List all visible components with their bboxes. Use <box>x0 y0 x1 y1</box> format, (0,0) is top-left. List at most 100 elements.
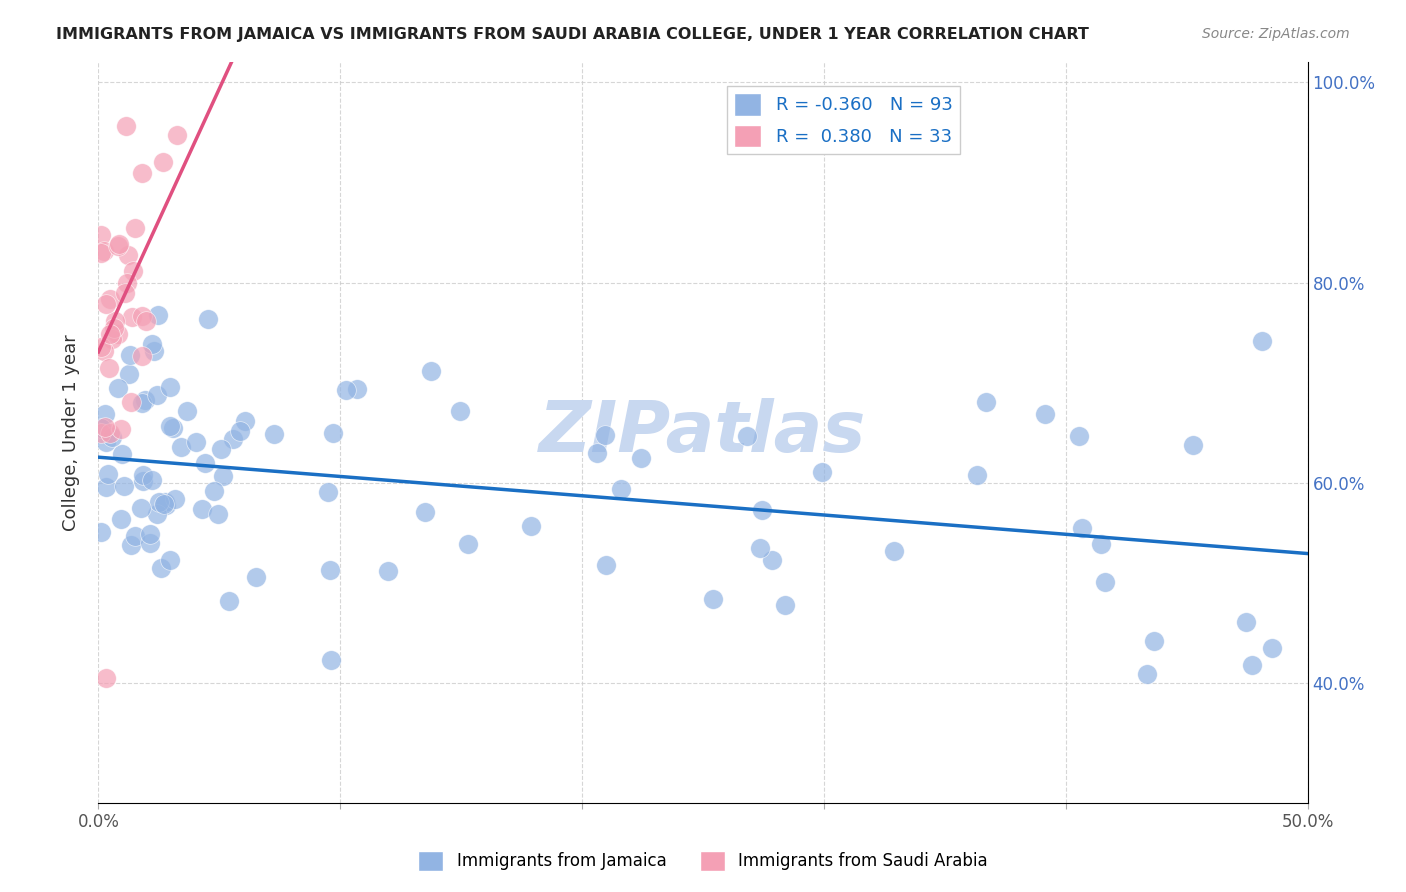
Point <box>197 311 219 326</box>
Legend: R = -0.360   N = 93, R =  0.380   N = 33: R = -0.360 N = 93, R = 0.380 N = 33 <box>727 87 960 153</box>
Point <box>159 552 181 566</box>
Point <box>595 427 617 442</box>
Point <box>377 564 399 578</box>
Point <box>98 425 121 440</box>
Point <box>101 332 124 346</box>
Point <box>1240 658 1263 673</box>
Point <box>110 422 132 436</box>
Point <box>1261 640 1284 655</box>
Point <box>1234 615 1257 629</box>
Point <box>103 321 125 335</box>
Point <box>1142 634 1164 648</box>
Point <box>449 404 471 418</box>
Point <box>316 485 339 500</box>
Point <box>519 518 541 533</box>
Point <box>90 524 112 539</box>
Point <box>335 383 357 397</box>
Point <box>184 435 207 450</box>
Point <box>139 536 162 550</box>
Point <box>90 425 112 440</box>
Point <box>94 297 117 311</box>
Point <box>145 388 167 402</box>
Point <box>90 227 112 242</box>
Point <box>94 435 117 450</box>
Point <box>735 429 758 443</box>
Point <box>207 507 229 521</box>
Point <box>94 671 117 685</box>
Point <box>107 239 129 253</box>
Point <box>1071 521 1094 535</box>
Point <box>146 308 169 322</box>
Point <box>148 495 170 509</box>
Point <box>586 445 609 459</box>
Point <box>112 479 135 493</box>
Point <box>141 473 163 487</box>
Point <box>176 404 198 418</box>
Point <box>111 447 134 461</box>
Point <box>124 221 146 235</box>
Y-axis label: College, Under 1 year: College, Under 1 year <box>62 334 80 531</box>
Point <box>761 552 783 566</box>
Point <box>191 502 214 516</box>
Point <box>104 314 127 328</box>
Point <box>107 327 129 342</box>
Point <box>107 237 129 252</box>
Point <box>775 599 797 613</box>
Point <box>90 340 112 354</box>
Point <box>110 512 132 526</box>
Point <box>1135 666 1157 681</box>
Point <box>152 496 174 510</box>
Point <box>121 310 143 325</box>
Point <box>131 166 153 180</box>
Point <box>194 456 217 470</box>
Point <box>159 379 181 393</box>
Point <box>233 413 256 427</box>
Point <box>98 327 121 342</box>
Text: ZIPatlas: ZIPatlas <box>540 398 866 467</box>
Point <box>145 507 167 521</box>
Point <box>1090 537 1112 551</box>
Point <box>1182 438 1205 452</box>
Point <box>322 426 344 441</box>
Point <box>169 440 191 454</box>
Point <box>141 336 163 351</box>
Point <box>595 558 617 573</box>
Point <box>93 344 115 359</box>
Point <box>413 506 436 520</box>
Point <box>263 427 285 442</box>
Point <box>162 421 184 435</box>
Point <box>966 468 988 483</box>
Point <box>98 361 121 376</box>
Point <box>117 248 139 262</box>
Point <box>90 421 112 435</box>
Point <box>143 344 166 359</box>
Point <box>221 432 243 446</box>
Point <box>129 501 152 516</box>
Point <box>159 419 181 434</box>
Point <box>124 529 146 543</box>
Point <box>211 469 233 483</box>
Point <box>346 382 368 396</box>
Point <box>97 467 120 481</box>
Point <box>94 420 117 434</box>
Point <box>630 450 652 465</box>
Point <box>702 592 724 607</box>
Point <box>135 314 157 328</box>
Point <box>1094 575 1116 590</box>
Point <box>101 430 124 444</box>
Point <box>107 381 129 395</box>
Point <box>419 363 441 377</box>
Point <box>120 395 142 409</box>
Point <box>131 309 153 323</box>
Point <box>114 285 136 300</box>
Point <box>100 292 122 306</box>
Point <box>610 482 633 496</box>
Point <box>165 492 187 507</box>
Point <box>93 244 115 258</box>
Point <box>150 560 173 574</box>
Point <box>122 264 145 278</box>
Point <box>94 480 117 494</box>
Point <box>118 367 141 381</box>
Point <box>90 245 112 260</box>
Point <box>131 395 153 409</box>
